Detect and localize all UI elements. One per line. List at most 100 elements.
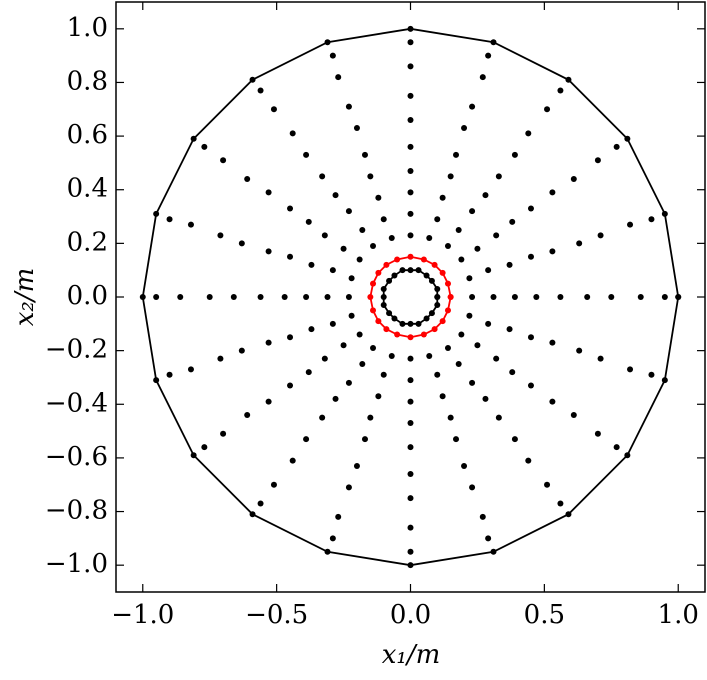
point xyxy=(329,535,336,542)
point xyxy=(407,444,414,451)
point xyxy=(444,243,451,250)
point xyxy=(308,261,315,268)
point xyxy=(469,379,476,386)
point xyxy=(407,253,414,260)
point xyxy=(570,412,577,418)
point xyxy=(217,355,224,362)
point xyxy=(461,125,468,132)
point xyxy=(345,379,352,386)
point xyxy=(407,398,414,405)
point xyxy=(415,267,422,274)
point xyxy=(444,307,451,314)
point xyxy=(348,275,355,282)
point xyxy=(367,294,374,300)
point xyxy=(407,548,414,555)
point xyxy=(455,361,462,368)
series-line xyxy=(382,269,439,325)
point xyxy=(370,243,377,250)
point xyxy=(661,210,668,217)
y-tick-label: 0.6 xyxy=(67,120,108,150)
point xyxy=(359,361,366,368)
point xyxy=(305,369,312,376)
y-tick-label: −0.4 xyxy=(45,388,108,418)
point xyxy=(428,277,435,284)
point xyxy=(648,216,655,223)
point xyxy=(490,548,497,555)
point xyxy=(493,355,500,362)
point xyxy=(345,103,352,110)
point xyxy=(265,248,272,255)
point xyxy=(407,267,414,274)
point xyxy=(375,318,382,325)
point xyxy=(624,135,631,142)
point xyxy=(359,226,366,233)
point xyxy=(423,315,430,322)
point xyxy=(525,130,532,137)
x-tick-label: −1.0 xyxy=(111,600,174,630)
point xyxy=(257,500,264,507)
point xyxy=(549,189,556,196)
point xyxy=(485,320,492,327)
point xyxy=(627,221,634,228)
point xyxy=(281,294,288,300)
point xyxy=(474,342,481,349)
point xyxy=(455,226,462,233)
point xyxy=(469,484,476,491)
y-tick-label: 0.8 xyxy=(67,66,108,96)
point xyxy=(434,216,441,223)
point xyxy=(391,272,398,279)
point xyxy=(453,151,460,158)
point xyxy=(153,294,160,300)
point xyxy=(303,294,310,300)
point xyxy=(594,157,601,164)
point xyxy=(466,312,473,319)
point xyxy=(407,471,414,477)
point xyxy=(549,339,556,346)
point xyxy=(303,436,310,443)
point xyxy=(661,377,668,384)
point xyxy=(324,39,331,46)
y-tick-label: 1.0 xyxy=(67,13,108,43)
point xyxy=(139,294,146,300)
point xyxy=(407,39,414,46)
point xyxy=(375,393,382,400)
point xyxy=(426,353,433,359)
point xyxy=(265,189,272,196)
point xyxy=(439,318,446,325)
y-tick-label: −0.8 xyxy=(45,496,108,526)
point xyxy=(426,235,433,241)
point xyxy=(380,371,387,378)
point xyxy=(394,256,401,263)
point xyxy=(613,444,620,451)
point xyxy=(289,130,296,137)
point xyxy=(394,331,401,338)
point xyxy=(407,92,414,99)
point xyxy=(289,457,296,464)
point xyxy=(675,294,682,300)
point xyxy=(217,232,224,239)
point xyxy=(407,334,414,341)
point xyxy=(332,395,339,402)
y-axis-label: x₂/m xyxy=(10,268,40,327)
point xyxy=(597,355,604,362)
series-line xyxy=(141,27,680,567)
point xyxy=(495,414,502,421)
point xyxy=(319,173,326,180)
point xyxy=(420,331,427,338)
point xyxy=(270,481,277,488)
x-tick-label: 0.5 xyxy=(524,600,565,630)
point xyxy=(375,269,382,276)
point xyxy=(434,371,441,378)
point xyxy=(444,280,451,287)
point xyxy=(153,377,160,384)
point xyxy=(190,452,197,459)
point xyxy=(570,176,577,182)
point xyxy=(648,371,655,378)
point xyxy=(329,267,336,274)
point xyxy=(375,194,382,201)
point xyxy=(474,245,481,252)
point xyxy=(576,240,583,247)
point xyxy=(469,208,476,215)
point xyxy=(249,511,256,518)
point xyxy=(506,326,513,333)
